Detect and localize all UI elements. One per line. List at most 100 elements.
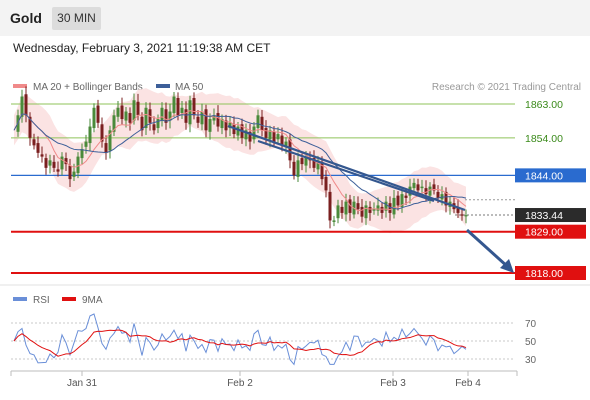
candle-body — [188, 100, 192, 125]
ma50-line — [13, 113, 467, 210]
candle-body — [40, 154, 44, 157]
candle-body — [216, 113, 220, 127]
candle-body — [124, 111, 128, 121]
candle-body — [192, 98, 196, 116]
candle-body — [176, 98, 180, 116]
level-label-box-1818.00 — [515, 266, 586, 280]
candle-body — [164, 109, 168, 123]
candle-body — [336, 205, 340, 219]
candle-body — [284, 141, 288, 147]
candle-body — [56, 169, 60, 172]
candle-body — [180, 107, 184, 114]
candle-body — [412, 182, 416, 189]
candle-body — [64, 158, 68, 165]
rsi-legend-swatch — [13, 297, 27, 301]
rsi-tick-70: 70 — [525, 319, 537, 330]
timeframe-badge[interactable]: 30 MIN — [52, 7, 101, 30]
candle-body — [168, 111, 172, 121]
candle-body — [72, 171, 76, 177]
ma20-line — [13, 110, 467, 212]
moving-averages-layer — [13, 110, 467, 212]
candle-body — [160, 107, 164, 121]
candle-body — [400, 194, 404, 207]
candle-body — [456, 206, 460, 213]
rsi-tick-50: 50 — [525, 337, 537, 348]
top-bar: Gold 30 MIN — [0, 0, 590, 36]
candle-body — [36, 143, 40, 153]
x-tick-label: Feb 4 — [455, 378, 481, 389]
candle-body — [184, 109, 188, 123]
candle-body — [380, 206, 384, 213]
candle-body — [360, 206, 364, 217]
ma20-legend-swatch — [13, 84, 27, 88]
candle-body — [80, 149, 84, 159]
candle-body — [52, 161, 56, 168]
candle-body — [108, 130, 112, 151]
candle-body — [320, 161, 324, 180]
candle-body — [60, 156, 64, 170]
instrument-title: Gold — [10, 10, 42, 26]
candle-body — [208, 119, 212, 132]
candle-body — [24, 94, 28, 116]
candle-body — [296, 160, 300, 177]
candle-body — [152, 124, 156, 131]
credit-label: Research © 2021 Trading Central — [432, 82, 581, 93]
rsi-line — [13, 313, 467, 366]
candle-body — [48, 160, 52, 166]
candle-body — [392, 197, 396, 215]
rsi-ma-legend-swatch — [62, 297, 76, 301]
candle-body — [96, 105, 100, 123]
candle-body — [424, 188, 428, 195]
candle-body — [344, 201, 348, 215]
x-tick-label: Feb 2 — [227, 378, 253, 389]
candle-body — [112, 115, 116, 132]
x-tick-label: Feb 3 — [380, 378, 406, 389]
candle-body — [420, 186, 424, 189]
candle-body — [264, 128, 268, 138]
level-label-1854.00: 1854.00 — [525, 133, 563, 145]
candle-body — [260, 116, 264, 131]
candle-body — [220, 119, 224, 129]
candle-body — [84, 141, 88, 147]
candle-body — [104, 143, 108, 153]
candle-body — [76, 156, 80, 174]
level-label-1844.00: 1844.00 — [525, 170, 563, 182]
projection-arrow-head — [500, 259, 514, 273]
x-tick-label: Jan 31 — [67, 378, 97, 389]
candle-body — [116, 107, 120, 117]
ma50-legend-swatch — [156, 84, 170, 88]
candle-body — [280, 135, 284, 146]
candle-body — [428, 186, 432, 196]
candle-body — [200, 111, 204, 125]
candle-body — [324, 176, 328, 191]
candle-body — [388, 203, 392, 213]
level-label-box-1833.44 — [515, 208, 586, 223]
ma20-legend-label: MA 20 + Bollinger Bands — [33, 82, 143, 93]
candle-body — [228, 122, 232, 129]
candle-body — [364, 205, 368, 219]
candle-body — [288, 139, 292, 161]
candle-body — [328, 191, 332, 221]
candle-body — [128, 113, 132, 123]
candle-body — [444, 191, 448, 206]
x-axis-ticks: Jan 31 Feb 2 Feb 3 Feb 4 — [67, 371, 481, 389]
candle-body — [436, 191, 440, 198]
candle-body — [372, 209, 376, 211]
candle-body — [376, 205, 380, 211]
candle-body — [140, 116, 144, 131]
candle-body — [44, 158, 48, 168]
rsi-tick-30: 30 — [525, 355, 537, 366]
candle-body — [304, 156, 308, 166]
candle-body — [68, 165, 72, 180]
candle-body — [332, 220, 336, 222]
level-label-box-1844.00 — [515, 168, 586, 183]
candle-body — [252, 126, 256, 140]
candle-body — [348, 199, 352, 213]
candle-body — [368, 206, 372, 213]
candle-body — [156, 119, 160, 129]
rsi-legend-label: RSI — [33, 295, 50, 306]
candle-body — [272, 131, 276, 142]
candle-body — [92, 107, 96, 129]
candle-body — [120, 105, 124, 120]
